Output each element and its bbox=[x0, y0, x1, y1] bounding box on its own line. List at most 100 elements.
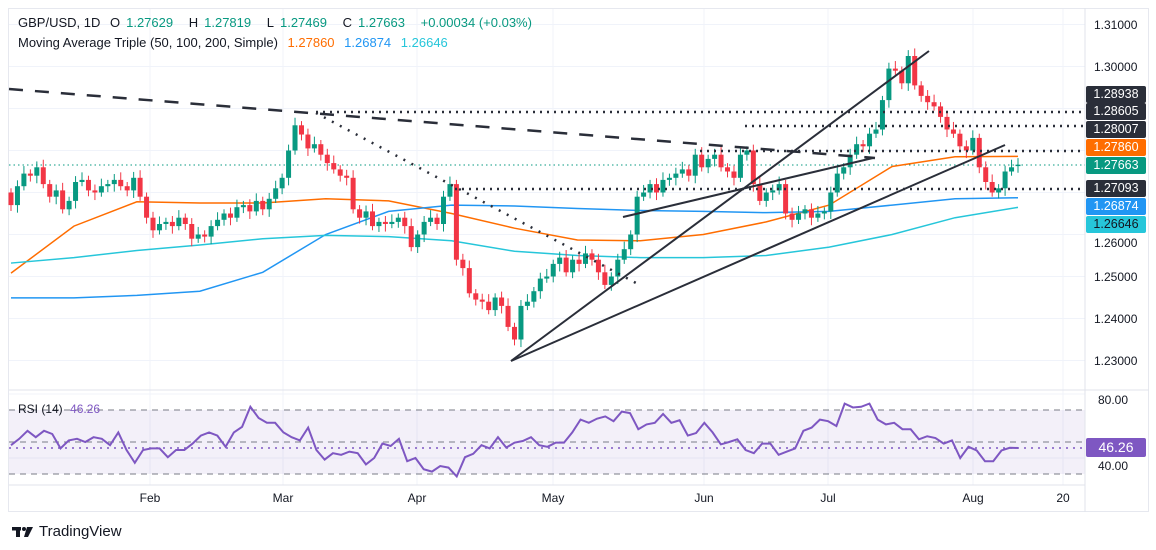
candle-body bbox=[402, 217, 408, 227]
candle bbox=[428, 210, 434, 227]
candle bbox=[557, 251, 563, 272]
candle bbox=[292, 117, 298, 155]
moving-averages bbox=[10, 155, 1019, 299]
candle bbox=[925, 90, 931, 110]
candle-body bbox=[240, 205, 246, 208]
candle bbox=[131, 171, 137, 198]
candle-body bbox=[227, 213, 233, 218]
time-tick-label: Mar bbox=[272, 491, 294, 505]
rsi-line-group bbox=[10, 402, 1019, 479]
candle bbox=[92, 184, 98, 201]
candle bbox=[518, 300, 524, 348]
candle bbox=[53, 184, 59, 205]
candle bbox=[105, 179, 111, 193]
candle bbox=[363, 205, 369, 226]
candle bbox=[195, 226, 201, 243]
candle-body bbox=[899, 70, 905, 84]
candle-body bbox=[27, 173, 33, 176]
candle bbox=[918, 81, 924, 102]
candle bbox=[47, 179, 53, 203]
ohlc-open-label: O bbox=[109, 15, 121, 30]
candle bbox=[253, 193, 259, 216]
candle-body bbox=[66, 200, 72, 210]
candle bbox=[576, 253, 582, 272]
candle-body bbox=[789, 213, 795, 220]
candle-body bbox=[92, 190, 98, 193]
candle bbox=[324, 148, 330, 171]
candle-body bbox=[376, 221, 382, 227]
candle-body bbox=[85, 179, 91, 191]
candle-body bbox=[989, 182, 995, 193]
candle bbox=[692, 148, 698, 184]
candle-body bbox=[770, 190, 776, 193]
ohlc-close: C 1.27663 bbox=[343, 15, 411, 30]
candle-body bbox=[750, 150, 756, 185]
candle bbox=[73, 176, 79, 209]
candle-body bbox=[479, 299, 485, 302]
candle-body bbox=[421, 221, 427, 235]
candle bbox=[666, 173, 672, 186]
candle-body bbox=[286, 150, 292, 178]
candle bbox=[499, 291, 505, 314]
candle-body bbox=[131, 177, 137, 191]
candle-body bbox=[363, 211, 369, 218]
candle-body bbox=[796, 213, 802, 220]
price-label: 1.28605 bbox=[1086, 102, 1146, 120]
candle-body bbox=[944, 116, 950, 130]
ma-line-ma200 bbox=[10, 206, 1019, 264]
candle-body bbox=[666, 177, 672, 180]
candle bbox=[1015, 158, 1021, 173]
candle-body bbox=[324, 154, 330, 164]
time-tick-label: Aug bbox=[962, 491, 984, 505]
price-tick-label: 1.25000 bbox=[1094, 270, 1138, 284]
candle bbox=[686, 165, 692, 182]
candle bbox=[808, 203, 814, 226]
price-label: 1.26874 bbox=[1086, 197, 1146, 215]
candle-body bbox=[705, 158, 711, 168]
candle-body bbox=[692, 154, 698, 176]
candle-body bbox=[505, 305, 511, 327]
candle bbox=[963, 140, 969, 159]
candle bbox=[357, 205, 363, 224]
candle-body bbox=[873, 129, 879, 134]
candle-body bbox=[867, 133, 873, 147]
candle-body bbox=[583, 253, 589, 264]
candle bbox=[466, 260, 472, 298]
candle bbox=[208, 220, 214, 245]
time-tick-label: May bbox=[541, 491, 565, 505]
candle bbox=[757, 176, 763, 206]
candle-body bbox=[266, 198, 272, 210]
candle bbox=[796, 205, 802, 224]
candle bbox=[821, 207, 827, 220]
candle bbox=[453, 179, 459, 266]
rsi-value: 46.26 bbox=[70, 402, 101, 416]
candle-body bbox=[879, 100, 885, 130]
candle bbox=[111, 174, 117, 192]
candle-body bbox=[60, 190, 66, 210]
ohlc-close-label: C bbox=[342, 15, 352, 30]
time-tick-label: Apr bbox=[407, 491, 427, 505]
ma-line-ma50 bbox=[10, 155, 1019, 274]
candle-body bbox=[731, 171, 737, 178]
candle bbox=[595, 253, 601, 280]
candle-body bbox=[537, 278, 543, 292]
candle bbox=[563, 250, 569, 277]
candle-body bbox=[382, 221, 388, 224]
candle-body bbox=[14, 186, 20, 206]
candle-body bbox=[802, 209, 808, 214]
candle-body bbox=[976, 137, 982, 168]
candle-body bbox=[124, 186, 130, 191]
tradingview-branding[interactable]: TradingView bbox=[12, 523, 122, 540]
candle bbox=[802, 205, 808, 220]
candle bbox=[408, 218, 414, 252]
candle bbox=[79, 172, 85, 187]
candle bbox=[492, 293, 498, 316]
candle-body bbox=[202, 234, 208, 237]
candle-body bbox=[886, 68, 892, 101]
candle bbox=[479, 293, 485, 310]
candle bbox=[673, 167, 679, 186]
candle-body bbox=[957, 133, 963, 147]
candle bbox=[770, 184, 776, 201]
candle-body bbox=[453, 184, 459, 260]
